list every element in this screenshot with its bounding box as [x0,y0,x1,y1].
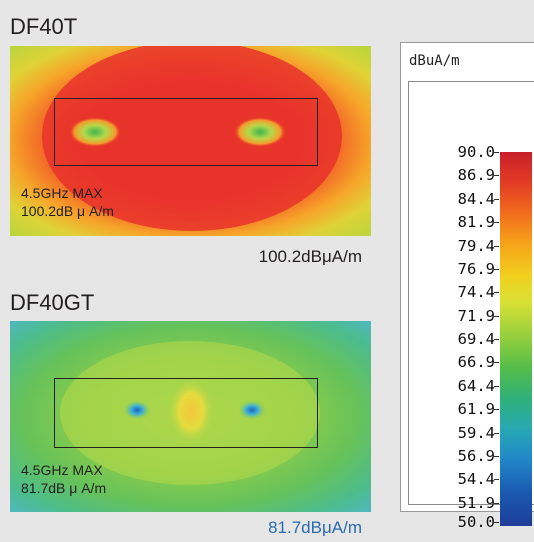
legend-tick-label: 64.4 [457,376,495,395]
legend-tick-mark [494,479,499,481]
legend-tick-label: 56.9 [457,446,495,465]
legend-tick-mark [494,432,499,434]
center-hotspot [169,379,213,443]
df40gt-title: DF40GT [10,290,95,315]
legend-tick-mark [494,502,499,504]
legend-tick-mark [494,222,499,224]
df40t-caption-max: 100.2dB μ A/m [21,203,114,219]
legend-tick-mark [494,362,499,364]
df40gt-caption-max: 81.7dB μ A/m [21,480,107,496]
legend-tick-label: 50.0 [457,513,495,531]
legend-tick-label: 54.4 [457,470,495,489]
legend-tick-label: 81.9 [457,213,495,232]
df40t-heatmap [10,46,371,236]
legend-tick-mark [494,198,499,200]
left-hotspot [69,117,121,147]
legend-tick-label: 84.4 [457,189,495,208]
legend-tick-label: 61.9 [457,400,495,419]
df40gt-caption-freq: 4.5GHz MAX [21,462,103,478]
right-hotspot [234,117,286,147]
legend-color-bar [500,152,532,526]
legend-tick-mark [494,292,499,294]
legend-tick-mark [494,152,499,153]
df40t-field-map: 4.5GHz MAX 100.2dB μ A/m [10,46,371,236]
df40t-caption-freq: 4.5GHz MAX [21,185,103,201]
legend-tick-label: 71.9 [457,306,495,325]
df40t-peak-value: 100.2dBμA/m [258,247,362,266]
legend-tick-label: 74.4 [457,283,495,302]
df40gt-caption: 4.5GHz MAX 81.7dB μ A/m [21,461,106,497]
legend-tick-mark [494,245,499,247]
legend-tick-label: 59.4 [457,423,495,442]
legend-tick-mark [494,409,499,411]
right-null [238,400,266,420]
df40gt-field-map: 4.5GHz MAX 81.7dB μ A/m [10,321,371,512]
legend-tick-mark [494,175,499,177]
legend-tick-mark [494,522,499,523]
legend-tick-label: 66.9 [457,353,495,372]
legend-tick-mark [494,339,499,340]
df40gt-peak-value: 81.7dBμA/m [268,518,362,537]
connector-outline [54,378,318,448]
legend-tick-mark [494,268,499,270]
legend-unit: dBuA/m [409,53,460,69]
legend-frame: 90.0 86.9 84.4 81.9 79.4 76.9 74.4 71.9 69.4 66.9… [408,81,534,530]
legend-tick-label: 69.4 [457,330,495,348]
legend-tick-mark [494,455,499,457]
legend-tick-label: 51.9 [457,493,495,512]
df40t-caption: 4.5GHz MAX 100.2dB μ A/m [21,184,114,220]
legend-tick-mark [494,315,499,317]
legend-tick-label: 76.9 [457,259,495,278]
legend-tick-label: 79.4 [457,236,495,255]
left-null [123,400,151,420]
legend-tick-label: 90.0 [457,143,495,161]
color-scale-legend: dBuA/m 90.0 86.9 84.4 81.9 79.4 76.9 74.4 71.9 6… [400,42,534,530]
legend-tick-label: 86.9 [457,166,495,185]
df40t-title: DF40T [10,14,78,39]
legend-tick-mark [494,385,499,387]
connector-outline [54,98,318,166]
legend-tick-labels: 90.0 86.9 84.4 81.9 79.4 76.9 74.4 71.9 69.4 66.9… [409,82,495,530]
df40gt-heatmap [10,321,371,512]
